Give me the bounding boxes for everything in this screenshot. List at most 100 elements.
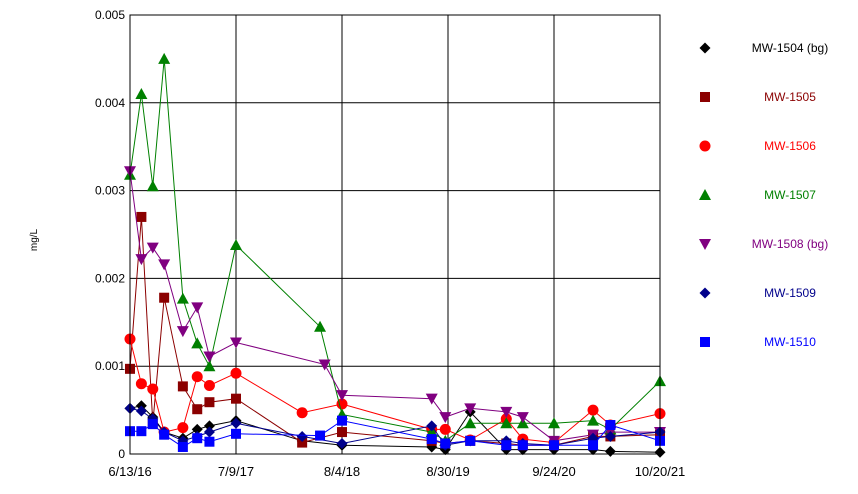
series-line xyxy=(129,216,661,446)
data-point xyxy=(500,417,513,429)
data-point xyxy=(318,359,331,371)
data-point xyxy=(230,239,242,251)
data-point xyxy=(136,426,147,437)
data-point xyxy=(587,404,599,416)
data-point xyxy=(464,403,477,415)
data-point xyxy=(315,430,326,441)
data-point xyxy=(204,397,215,408)
x-tick-label: 8/30/19 xyxy=(426,464,469,479)
data-point xyxy=(146,180,159,192)
data-point xyxy=(230,367,242,379)
data-point xyxy=(146,242,159,254)
data-point xyxy=(158,259,171,271)
x-tick-label: 9/24/20 xyxy=(532,464,575,479)
x-tick-label: 10/20/21 xyxy=(635,464,686,479)
data-point xyxy=(337,427,347,438)
data-point xyxy=(440,438,451,449)
data-point xyxy=(548,417,560,429)
data-point xyxy=(191,302,204,314)
legend-marker xyxy=(699,287,711,299)
data-point xyxy=(604,445,616,457)
data-point xyxy=(147,383,159,395)
legend-item: MW-1510 xyxy=(700,335,816,349)
y-tick-label: 0.005 xyxy=(95,8,125,22)
data-point xyxy=(159,292,170,303)
axes: 0 0.001 0.002 0.003 0.004 0.005 6/13/16 7/9/17 8… xyxy=(95,8,685,479)
y-tick-label: 0.002 xyxy=(95,271,125,285)
data-point xyxy=(297,437,308,448)
legend-label: MW-1508 (bg) xyxy=(752,237,828,251)
data-point xyxy=(605,420,616,431)
legend-item: MW-1505 xyxy=(700,90,816,104)
legend-item: MW-1509 xyxy=(699,286,816,300)
data-point xyxy=(231,393,241,404)
x-tick-label: 6/13/16 xyxy=(108,464,151,479)
x-tick-label: 7/9/17 xyxy=(218,464,254,479)
data-point xyxy=(203,380,215,392)
data-point xyxy=(176,292,189,304)
legend: MW-1504 (bg) MW-1505 MW-1506 MW-1507 MW-1508… xyxy=(699,41,828,349)
legend-label: MW-1509 xyxy=(764,286,816,300)
data-point xyxy=(203,360,216,372)
data-point xyxy=(588,440,599,451)
y-tick-label: 0 xyxy=(118,447,125,461)
data-point xyxy=(439,423,451,435)
data-point xyxy=(177,422,189,434)
data-point xyxy=(203,420,215,432)
data-point xyxy=(204,436,215,447)
y-axis-label: mg/L xyxy=(29,228,40,251)
legend-label: MW-1507 xyxy=(764,188,816,202)
legend-marker xyxy=(699,189,711,200)
data-point xyxy=(516,412,529,424)
data-point xyxy=(135,378,147,390)
y-tick-label: 0.001 xyxy=(95,359,125,373)
data-point xyxy=(203,351,216,363)
y-tick-label: 0.004 xyxy=(95,96,125,110)
legend-marker xyxy=(699,140,711,152)
data-point xyxy=(336,437,348,449)
data-point xyxy=(604,430,616,442)
legend-item: MW-1508 (bg) xyxy=(699,237,828,251)
data-point xyxy=(314,320,327,332)
data-point xyxy=(230,337,242,349)
legend-marker xyxy=(699,239,711,250)
data-point xyxy=(135,254,148,266)
series-mw-1505 xyxy=(125,211,665,451)
series-mw-1510 xyxy=(125,415,665,452)
legend-marker xyxy=(699,42,711,54)
data-point xyxy=(549,440,559,451)
legend-label: MW-1504 (bg) xyxy=(752,41,828,55)
data-point xyxy=(587,414,600,426)
data-point xyxy=(337,415,347,426)
data-point xyxy=(177,441,188,452)
data-point xyxy=(464,417,477,429)
legend-marker xyxy=(700,337,710,347)
data-point xyxy=(426,434,437,445)
legend-label: MW-1505 xyxy=(764,90,816,104)
data-point xyxy=(230,417,242,429)
data-point xyxy=(439,412,452,424)
data-point xyxy=(135,405,147,417)
data-point xyxy=(191,423,203,435)
legend-item: MW-1507 xyxy=(699,188,816,202)
series-layer xyxy=(124,52,666,458)
data-point xyxy=(336,398,348,410)
legend-item: MW-1504 (bg) xyxy=(699,41,828,55)
x-tick-label: 8/4/18 xyxy=(324,464,360,479)
data-point xyxy=(426,420,438,432)
data-point xyxy=(192,404,203,415)
legend-marker xyxy=(700,92,710,102)
data-point xyxy=(158,52,171,64)
data-point xyxy=(192,433,203,444)
data-point xyxy=(425,393,438,405)
data-point xyxy=(203,426,215,438)
data-point xyxy=(296,407,308,419)
data-point xyxy=(159,429,170,440)
data-point xyxy=(336,390,348,402)
data-point xyxy=(465,435,476,446)
data-point xyxy=(501,440,512,451)
data-point xyxy=(135,88,148,100)
legend-label: MW-1506 xyxy=(764,139,816,153)
